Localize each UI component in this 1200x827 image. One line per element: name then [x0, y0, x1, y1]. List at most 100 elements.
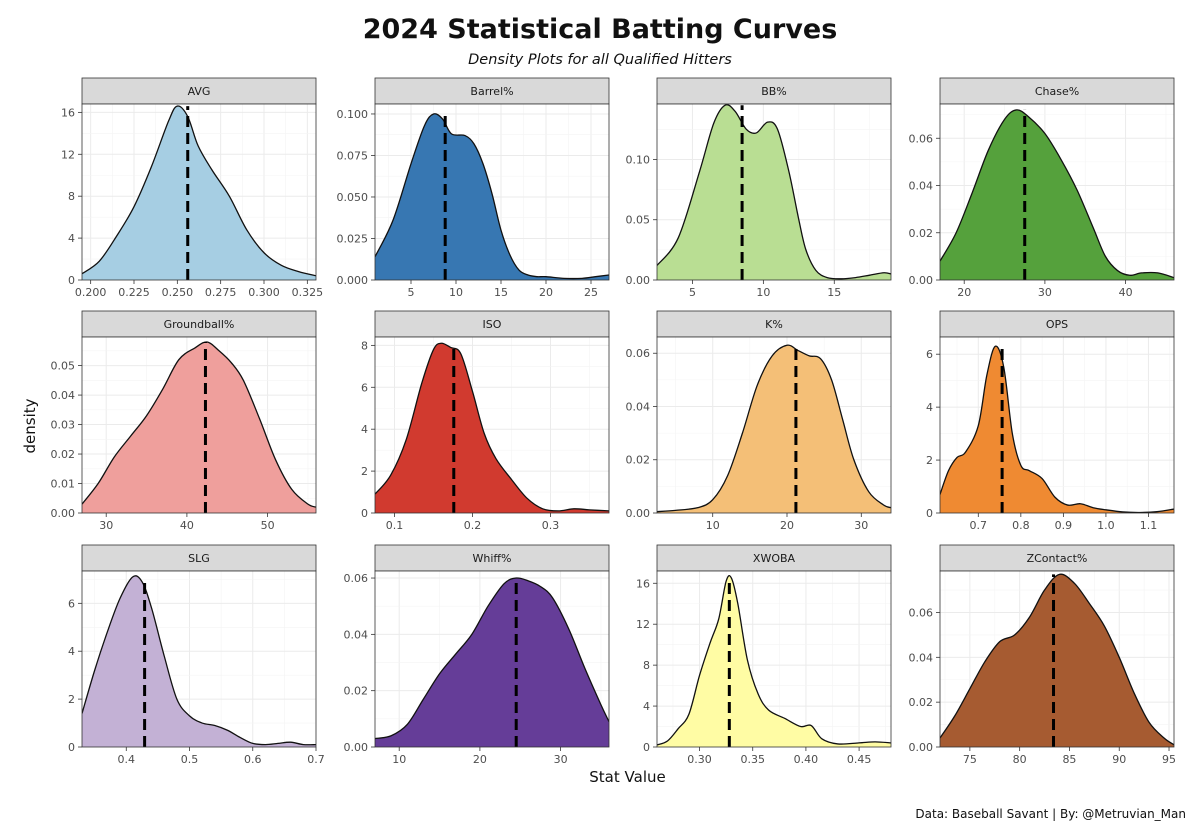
facet-strip — [656, 544, 892, 572]
x-tick-label: 80 — [1013, 753, 1027, 766]
facet-strip-label: ISO — [483, 318, 502, 331]
density-line — [82, 341, 316, 508]
y-tick-label: 0.00 — [909, 741, 934, 754]
y-tick-label: 0.04 — [626, 400, 651, 413]
y-tick-label: 0.02 — [344, 685, 369, 698]
facet-strip-label: Whiff% — [473, 552, 512, 565]
y-tick-label: 4 — [68, 232, 75, 245]
density-area — [82, 575, 316, 747]
y-tick-label: 0.02 — [51, 448, 76, 461]
density-area — [375, 113, 609, 280]
y-tick-label: 12 — [636, 618, 650, 631]
panel-border — [81, 336, 317, 514]
density-area — [657, 104, 891, 280]
density-line — [375, 113, 609, 280]
page-title: 2024 Statistical Batting Curves — [362, 14, 838, 45]
x-tick-label: 1.1 — [1140, 519, 1158, 532]
x-tick-label: 30 — [1038, 286, 1052, 299]
y-tick-label: 16 — [636, 577, 650, 590]
x-tick-label: 25 — [584, 286, 598, 299]
density-area — [375, 577, 609, 747]
x-tick-label: 20 — [780, 519, 794, 532]
y-tick-label: 4 — [68, 645, 75, 658]
panel-zcontact-pct: ZContact% 75 80 85 90 95 0.00 0.02 0.04 0.06 — [909, 544, 1176, 766]
facet-strip — [374, 544, 610, 572]
facet-strip-label: XWOBA — [753, 552, 796, 565]
y-tick-label: 6 — [361, 381, 368, 394]
y-tick-label: 8 — [643, 659, 650, 672]
panel-border — [939, 570, 1175, 748]
x-tick-label: 0.7 — [307, 753, 325, 766]
panel-chase-pct: Chase% 20 30 40 0.00 0.02 0.04 0.06 — [909, 77, 1175, 299]
density-area — [375, 343, 609, 513]
density-line — [657, 104, 891, 280]
panel-border — [939, 103, 1175, 281]
x-tick-label: 20 — [473, 753, 487, 766]
x-tick-label: 0.275 — [205, 286, 237, 299]
x-tick-label: 0.1 — [386, 519, 404, 532]
y-tick-label: 2 — [926, 454, 933, 467]
y-tick-label: 8 — [361, 339, 368, 352]
x-tick-label: 0.250 — [162, 286, 194, 299]
y-tick-label: 0.04 — [909, 651, 934, 664]
x-tick-label: 75 — [963, 753, 977, 766]
panel-border — [81, 103, 317, 281]
density-area — [82, 106, 316, 280]
x-tick-label: 20 — [957, 286, 971, 299]
density-area — [82, 341, 316, 513]
y-tick-label: 12 — [61, 148, 75, 161]
y-tick-label: 0.025 — [337, 232, 369, 245]
y-tick-label: 0.03 — [51, 419, 76, 432]
x-tick-label: 0.7 — [970, 519, 988, 532]
y-tick-label: 0.00 — [344, 741, 369, 754]
x-axis-label: Stat Value — [589, 768, 666, 786]
y-tick-label: 0.075 — [337, 149, 369, 162]
facet-strip — [939, 544, 1175, 572]
panel-ops: OPS 0.7 0.8 0.9 1.0 1.1 0 2 4 6 — [926, 310, 1175, 532]
y-tick-label: 0.06 — [626, 347, 651, 360]
x-tick-label: 0.6 — [244, 753, 262, 766]
y-tick-label: 0.00 — [626, 507, 651, 520]
facet-strip-label: AVG — [188, 85, 211, 98]
panel-border — [656, 103, 892, 281]
y-tick-label: 0.10 — [626, 153, 651, 166]
y-tick-label: 0.06 — [344, 572, 369, 585]
facet-strip-label: OPS — [1046, 318, 1068, 331]
y-tick-label: 6 — [68, 597, 75, 610]
x-tick-label: 5 — [689, 286, 696, 299]
y-tick-label: 0.04 — [344, 628, 369, 641]
facet-strip — [939, 310, 1175, 338]
panel-slg: SLG 0.4 0.5 0.6 0.7 0 2 4 6 — [68, 544, 325, 766]
y-tick-label: 4 — [643, 700, 650, 713]
density-line — [375, 577, 609, 740]
x-tick-label: 10 — [392, 753, 406, 766]
panel-border — [656, 336, 892, 514]
x-tick-label: 0.325 — [292, 286, 324, 299]
x-tick-label: 20 — [539, 286, 553, 299]
x-tick-label: 0.35 — [740, 753, 765, 766]
density-line — [940, 109, 1174, 279]
y-tick-label: 0.100 — [337, 108, 369, 121]
facet-strip-label: ZContact% — [1027, 552, 1088, 565]
density-line — [657, 575, 891, 746]
y-tick-label: 0.02 — [909, 227, 934, 240]
y-tick-label: 0.06 — [909, 606, 934, 619]
x-tick-label: 0.8 — [1012, 519, 1030, 532]
x-tick-label: 0.200 — [75, 286, 107, 299]
panel-barrel-pct: Barrel% 5 10 15 20 25 0.000 0.025 0.050 0.075 0.10… — [337, 77, 610, 299]
facet-strip — [374, 77, 610, 105]
panel-k-pct: K% 10 20 30 0.00 0.02 0.04 0.06 — [626, 310, 892, 532]
x-tick-label: 0.4 — [118, 753, 136, 766]
y-tick-label: 0.01 — [51, 478, 76, 491]
panel-border — [374, 103, 610, 281]
y-tick-label: 0.000 — [337, 274, 369, 287]
density-area — [657, 345, 891, 513]
facet-strip — [81, 310, 317, 338]
y-tick-label: 4 — [361, 423, 368, 436]
y-tick-label: 0.00 — [51, 507, 76, 520]
panel-border — [939, 336, 1175, 514]
y-tick-label: 0 — [68, 741, 75, 754]
panel-xwoba: XWOBA 0.30 0.35 0.40 0.45 0 4 8 12 16 — [636, 544, 892, 766]
x-tick-label: 0.3 — [542, 519, 560, 532]
x-tick-label: 0.300 — [248, 286, 280, 299]
